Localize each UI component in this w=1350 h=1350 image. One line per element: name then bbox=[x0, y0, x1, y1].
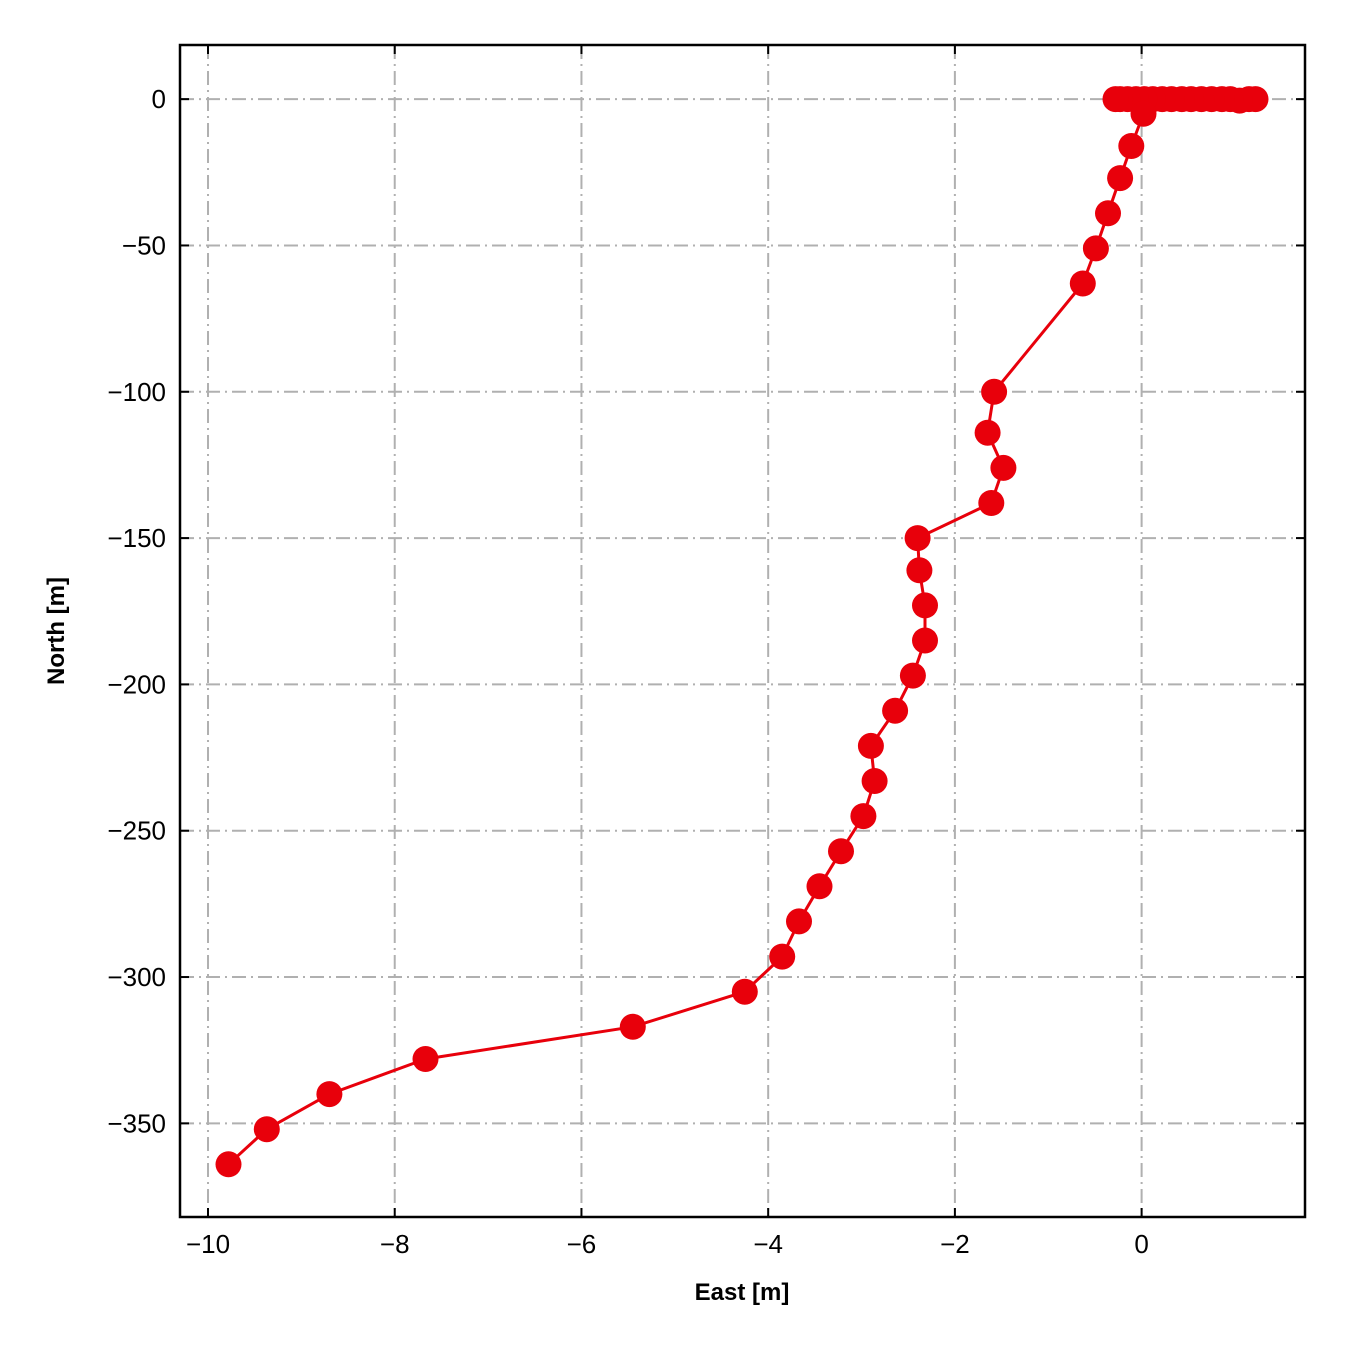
x-tick-label: −2 bbox=[940, 1229, 970, 1259]
y-tick-label: 0 bbox=[152, 84, 166, 114]
data-point bbox=[899, 662, 926, 689]
y-tick-label: −250 bbox=[107, 816, 166, 846]
data-point bbox=[253, 1116, 280, 1143]
data-point bbox=[978, 490, 1005, 516]
data-point bbox=[786, 908, 812, 935]
y-tick-label: −150 bbox=[107, 523, 166, 553]
data-point bbox=[828, 838, 854, 865]
data-point bbox=[912, 627, 938, 654]
axis-ticks: −10 −8 −6 −4 −2 00−50−100−150−200−250−300−350 bbox=[107, 45, 1305, 1259]
y-tick-label: −350 bbox=[107, 1108, 166, 1138]
data-point bbox=[215, 1151, 242, 1178]
data-point bbox=[1069, 270, 1096, 297]
grid bbox=[180, 45, 1305, 1217]
data-point bbox=[731, 978, 758, 1005]
plot-frame bbox=[178, 43, 1307, 1219]
data-point bbox=[1082, 235, 1109, 262]
data-point bbox=[1130, 100, 1157, 127]
data-point bbox=[974, 419, 1001, 446]
y-tick-label: −200 bbox=[107, 669, 166, 699]
x-tick-label: −8 bbox=[380, 1229, 410, 1259]
data-point bbox=[904, 525, 931, 552]
data-point bbox=[1118, 133, 1145, 159]
y-axis-label: North [m] bbox=[43, 577, 70, 685]
data-point bbox=[850, 803, 877, 830]
data-point bbox=[619, 1013, 646, 1040]
data-point bbox=[1102, 86, 1129, 113]
data-point bbox=[912, 592, 938, 619]
x-axis-label: East [m] bbox=[695, 1279, 790, 1306]
data-point bbox=[316, 1081, 343, 1108]
data-point bbox=[1095, 200, 1121, 227]
x-tick-label: −6 bbox=[567, 1229, 597, 1259]
y-tick-label: −50 bbox=[122, 230, 166, 260]
data-point bbox=[806, 873, 833, 900]
data-point bbox=[882, 697, 909, 724]
x-tick-label: 0 bbox=[1134, 1229, 1148, 1259]
data-point bbox=[990, 454, 1017, 481]
data-point bbox=[861, 768, 888, 794]
x-tick-label: −4 bbox=[753, 1229, 783, 1259]
y-tick-label: −300 bbox=[107, 962, 166, 992]
data-point bbox=[769, 943, 796, 970]
data-point bbox=[981, 378, 1008, 405]
x-tick-label: −10 bbox=[186, 1229, 230, 1259]
data-series bbox=[215, 86, 1269, 1178]
data-point bbox=[412, 1046, 439, 1072]
y-tick-label: −100 bbox=[107, 377, 166, 407]
data-point bbox=[1107, 165, 1134, 192]
data-point bbox=[906, 557, 933, 584]
data-point bbox=[857, 732, 884, 759]
